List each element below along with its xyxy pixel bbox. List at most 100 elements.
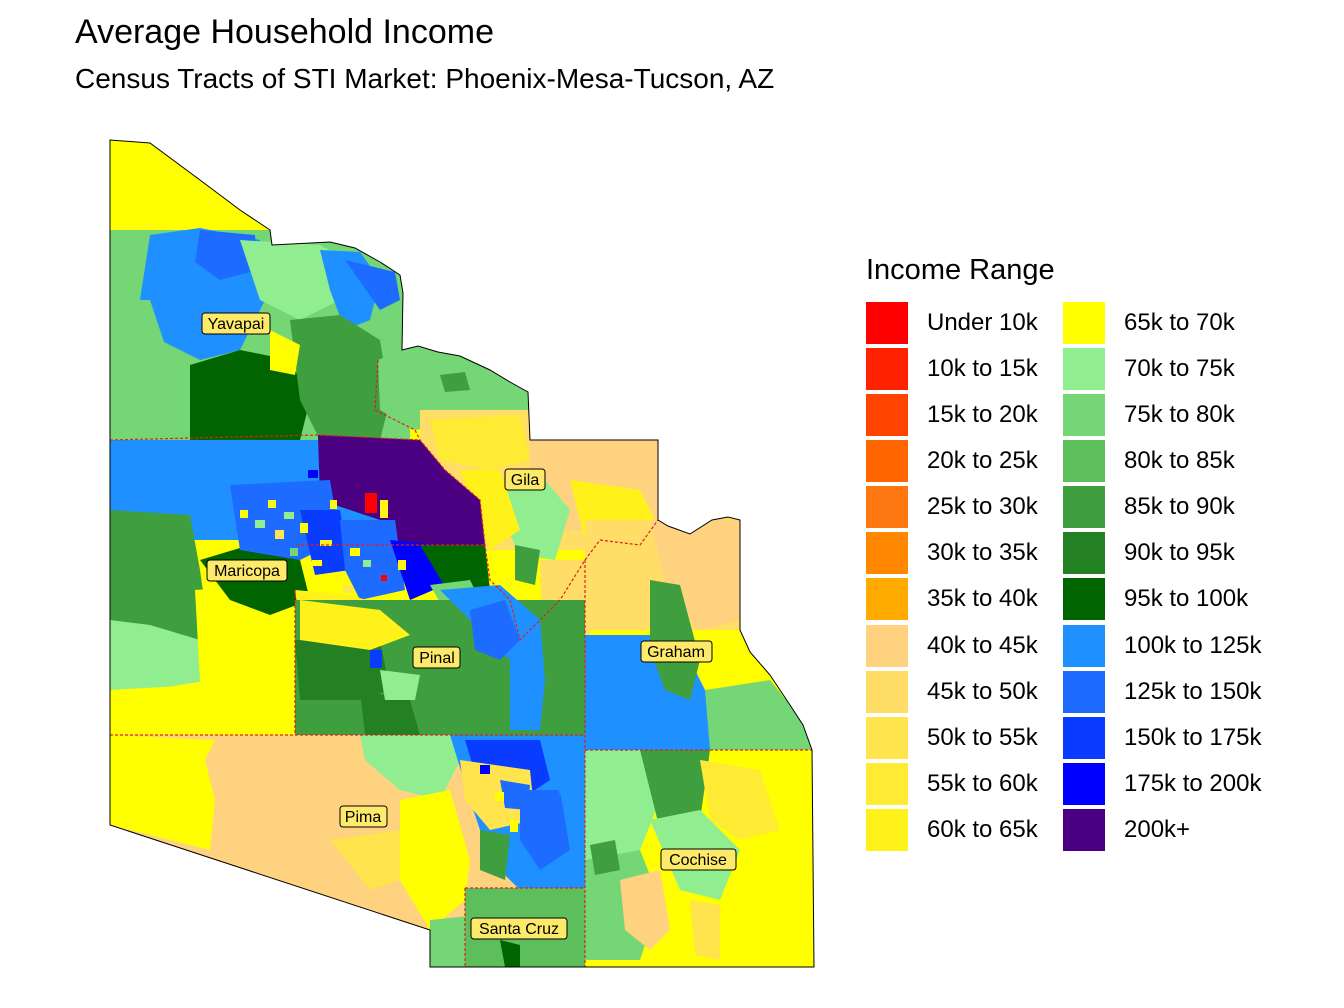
legend-item: 75k to 80k (1063, 393, 1235, 437)
tract (320, 540, 332, 546)
legend-item: 20k to 25k (866, 439, 1038, 483)
tract (690, 900, 720, 960)
tract (545, 740, 585, 795)
county-label-text: Cochise (669, 852, 727, 869)
legend-label: 125k to 150k (1124, 678, 1262, 705)
tract (284, 512, 294, 519)
tract (380, 500, 388, 518)
legend-swatch (1063, 763, 1105, 805)
tract (110, 300, 170, 440)
legend-item: 30k to 35k (866, 531, 1038, 575)
legend-label: 70k to 75k (1124, 355, 1235, 382)
legend-swatch (866, 809, 908, 851)
legend-swatch (1063, 809, 1105, 851)
legend-swatch (866, 348, 908, 390)
legend-swatch (1063, 394, 1105, 436)
tract (590, 840, 620, 875)
tract (300, 600, 410, 650)
legend-swatch (866, 717, 908, 759)
tract (700, 760, 780, 840)
legend-label: 200k+ (1124, 816, 1191, 843)
tract (398, 560, 406, 570)
map-title: Average Household Income (75, 13, 494, 51)
legend-label: 175k to 200k (1124, 770, 1262, 797)
legend-swatch (1063, 532, 1105, 574)
tract (290, 315, 390, 440)
tract (470, 600, 520, 660)
county-label-text: Maricopa (214, 563, 280, 580)
legend-item: Under 10k (866, 301, 1038, 345)
legend-item: 100k to 125k (1063, 624, 1261, 668)
tract (340, 520, 405, 600)
legend-swatch (866, 486, 908, 528)
legend-label: 65k to 70k (1124, 309, 1235, 336)
legend-item: 200k+ (1063, 808, 1190, 852)
tract (510, 820, 518, 832)
legend-swatch (1063, 717, 1105, 759)
legend-swatch (1063, 671, 1105, 713)
legend-swatch (1063, 440, 1105, 482)
legend-item: 60k to 65k (866, 808, 1038, 852)
tract (460, 470, 520, 550)
tract (255, 520, 265, 528)
tract (343, 585, 353, 593)
legend-item: 80k to 85k (1063, 439, 1235, 483)
legend-swatch (866, 532, 908, 574)
legend-label: 40k to 45k (927, 632, 1038, 659)
tract (705, 680, 812, 750)
legend-label: 55k to 60k (927, 770, 1038, 797)
legend-swatch (1063, 348, 1105, 390)
tract (365, 493, 377, 513)
tract (620, 870, 670, 950)
county-borders (109, 359, 812, 967)
tract (500, 940, 520, 967)
legend-item: 70k to 75k (1063, 347, 1235, 391)
tract (110, 685, 210, 735)
map-subtitle: Census Tracts of STI Market: Phoenix-Mes… (75, 63, 775, 94)
tract (381, 575, 387, 581)
tract (700, 630, 770, 690)
legend-item: 175k to 200k (1063, 762, 1261, 806)
legend-label: 35k to 40k (927, 585, 1038, 612)
tract (195, 585, 295, 735)
county-label-graham: Graham (640, 640, 713, 663)
legend-label: 80k to 85k (1124, 447, 1235, 474)
tract (110, 620, 210, 690)
tract (275, 530, 284, 539)
legend-label: 75k to 80k (1124, 401, 1235, 428)
tract (650, 580, 700, 700)
legend-item: 25k to 30k (866, 485, 1038, 529)
legend-swatch (866, 671, 908, 713)
tract (520, 790, 570, 870)
tract (290, 548, 298, 556)
legend-label: 150k to 175k (1124, 724, 1262, 751)
legend-item: 55k to 60k (866, 762, 1038, 806)
legend-swatch (866, 394, 908, 436)
tract (270, 330, 300, 375)
tract (430, 415, 530, 470)
tract (515, 545, 540, 585)
legend-label: 100k to 125k (1124, 632, 1262, 659)
tract (308, 470, 318, 478)
legend-swatch (866, 440, 908, 482)
county-label-maricopa: Maricopa (206, 559, 288, 582)
legend-swatch (1063, 486, 1105, 528)
legend-label: 15k to 20k (927, 401, 1038, 428)
tract (350, 548, 360, 556)
tract (495, 792, 504, 801)
county-label-pinal: Pinal (412, 646, 461, 669)
tract (330, 500, 337, 509)
county-label-cochise: Cochise (660, 848, 737, 871)
tract (363, 560, 371, 567)
legend-label: 95k to 100k (1124, 585, 1249, 612)
county-label-pima: Pima (339, 805, 388, 828)
tract (380, 670, 420, 700)
legend-item: 95k to 100k (1063, 577, 1248, 621)
tract (268, 500, 276, 508)
legend-label: 50k to 55k (927, 724, 1038, 751)
legend-item: 45k to 50k (866, 670, 1038, 714)
tract (440, 372, 470, 392)
county-label-yavapai: Yavapai (201, 312, 271, 335)
legend-label: 20k to 25k (927, 447, 1038, 474)
